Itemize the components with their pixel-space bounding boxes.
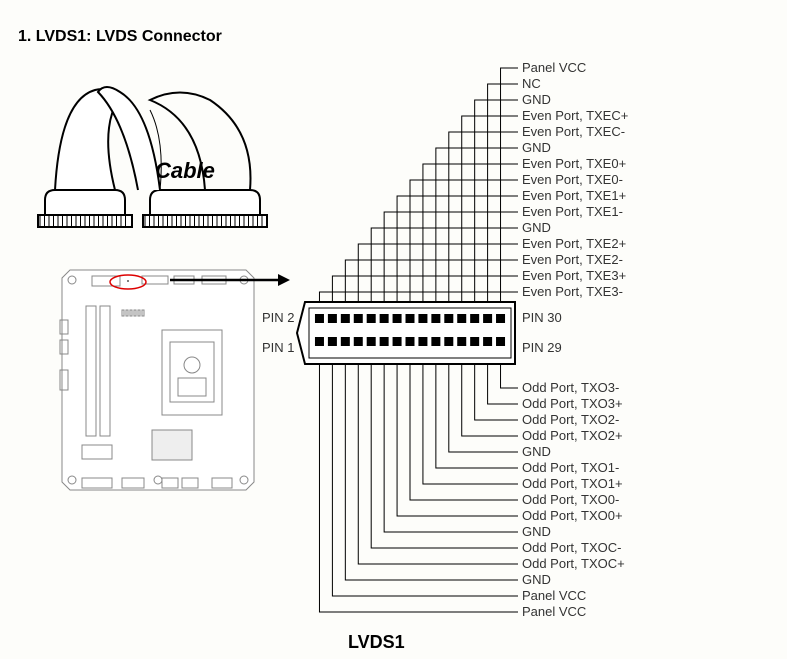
signal-bot-6: Odd Port, TXO1+ (522, 476, 623, 491)
signal-bot-13: Panel VCC (522, 588, 586, 603)
signal-bot-14: Panel VCC (522, 604, 586, 619)
signal-bot-7: Odd Port, TXO0- (522, 492, 619, 507)
signal-top-10: GND (522, 220, 551, 235)
signal-top-2: GND (522, 92, 551, 107)
signal-bot-3: Odd Port, TXO2+ (522, 428, 623, 443)
signal-top-1: NC (522, 76, 541, 91)
signal-bot-4: GND (522, 444, 551, 459)
signal-top-0: Panel VCC (522, 60, 586, 75)
signal-top-12: Even Port, TXE2- (522, 252, 623, 267)
signal-bot-11: Odd Port, TXOC+ (522, 556, 625, 571)
signal-top-3: Even Port, TXEC+ (522, 108, 628, 123)
signal-top-8: Even Port, TXE1+ (522, 188, 626, 203)
signal-top-14: Even Port, TXE3- (522, 284, 623, 299)
signal-bot-12: GND (522, 572, 551, 587)
signal-top-13: Even Port, TXE3+ (522, 268, 626, 283)
signal-top-6: Even Port, TXE0+ (522, 156, 626, 171)
signal-top-9: Even Port, TXE1- (522, 204, 623, 219)
signal-bot-10: Odd Port, TXOC- (522, 540, 621, 555)
diagram-canvas (0, 0, 787, 659)
signal-bot-9: GND (522, 524, 551, 539)
signal-top-4: Even Port, TXEC- (522, 124, 625, 139)
signal-bot-0: Odd Port, TXO3- (522, 380, 619, 395)
signal-bot-2: Odd Port, TXO2- (522, 412, 619, 427)
signal-top-5: GND (522, 140, 551, 155)
signal-bot-8: Odd Port, TXO0+ (522, 508, 623, 523)
signal-bot-5: Odd Port, TXO1- (522, 460, 619, 475)
signal-top-11: Even Port, TXE2+ (522, 236, 626, 251)
signal-bot-1: Odd Port, TXO3+ (522, 396, 623, 411)
signal-top-7: Even Port, TXE0- (522, 172, 623, 187)
